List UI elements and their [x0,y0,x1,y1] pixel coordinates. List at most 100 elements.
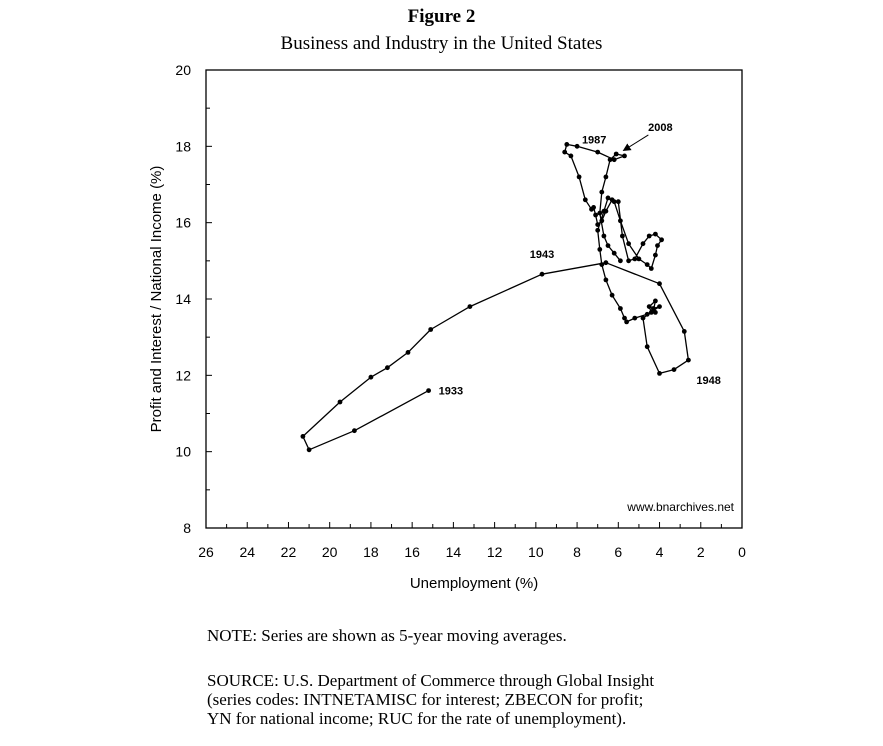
data-point [657,281,662,287]
data-point [574,143,580,149]
plot-frame [205,69,743,529]
data-point [607,157,613,163]
x-tick-label: 18 [363,544,379,560]
data-point [640,241,646,247]
x-tick-label: 14 [446,544,462,560]
data-point [640,315,646,321]
data-point [605,195,611,201]
annotation-label: 2008 [648,122,672,134]
data-point [601,233,607,239]
x-tick-label: 8 [573,544,581,560]
data-point [589,206,594,212]
data-point [613,151,619,157]
data-point [618,218,623,224]
data-point [603,208,609,214]
data-point [405,350,411,355]
data-point [603,260,609,266]
data-point [659,237,664,243]
annotations: 1933 1943 1948 1987 2008 [439,122,721,398]
source-line: YN for national income; RUC for the rate… [207,709,627,728]
data-point [562,149,568,155]
data-point [539,271,545,277]
data-point [576,174,582,180]
annotation-label: 1933 [439,386,463,398]
x-tick-label: 12 [487,544,503,560]
data-point [644,262,650,267]
data-point [626,241,631,247]
data-point [337,399,343,405]
series-path [302,143,690,451]
data-point [622,153,627,159]
data-point [603,277,609,283]
data-point [609,292,615,298]
x-tick-label: 6 [614,544,622,560]
x-axis-title: Unemployment (%) [410,575,538,592]
data-point [597,210,603,216]
data-point [657,304,662,309]
y-tick-label: 12 [175,367,191,383]
data-point [644,311,650,317]
data-point [609,197,615,203]
x-tick-label: 2 [697,544,705,560]
data-point [632,315,638,321]
data-point [671,367,677,372]
x-tick-label: 0 [738,544,746,560]
data-point [632,256,638,262]
data-point [626,258,631,264]
data-point [653,231,658,237]
data-point [611,157,617,163]
annotation-arrow [622,134,649,152]
data-point [615,199,621,205]
data-point [636,256,642,262]
data-point [644,344,650,350]
data-point [618,306,623,311]
data-point [599,189,605,195]
x-tick-label: 4 [656,544,664,560]
data-point [655,243,660,249]
y-tick-label: 18 [175,138,191,154]
data-point [352,428,357,434]
data-point [681,329,687,334]
x-tick-label: 26 [198,544,214,560]
data-point [653,310,658,315]
y-tick-label: 14 [175,291,191,307]
data-point [595,222,601,228]
data-point [653,252,658,258]
x-tick-label: 16 [404,544,420,560]
y-axis: 8 10 12 14 16 18 20 [175,62,212,536]
data-point [599,262,605,267]
source-text: SOURCE: U.S. Department of Commerce thro… [207,671,867,728]
data-point [686,357,691,363]
data-point [385,365,390,371]
data-point [618,258,623,264]
data-point [605,243,611,249]
data-point [651,306,656,311]
y-tick-label: 10 [175,444,191,460]
data-point [599,218,605,224]
data-point [595,227,601,233]
data-point [611,250,617,256]
figure-subtitle: Business and Industry in the United Stat… [280,33,603,54]
y-tick-label: 8 [183,520,191,536]
data-point [657,371,662,376]
data-point [467,304,473,309]
y-axis-title: Profit and Interest / National Income (%… [148,166,165,433]
data-point [620,233,625,239]
data-point [624,319,629,325]
y-tick-label: 20 [175,62,191,78]
data-point [568,153,574,159]
data-point [300,434,306,439]
x-tick-label: 20 [322,544,338,560]
x-tick-label: 24 [239,544,255,560]
figure-title: Figure 2 [407,6,476,27]
data-point [648,266,654,271]
annotation-label: 1987 [582,135,606,147]
source-line: SOURCE: U.S. Department of Commerce thro… [207,671,655,690]
data-point [582,197,588,203]
data-point [603,174,609,180]
data-point [306,447,312,453]
series-line [300,142,691,453]
note-text: NOTE: Series are shown as 5-year moving … [207,626,567,645]
data-point [646,233,652,239]
